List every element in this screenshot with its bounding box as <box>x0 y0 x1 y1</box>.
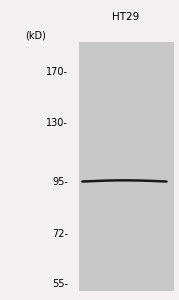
Bar <box>79 42 174 291</box>
Text: (kD): (kD) <box>25 30 46 40</box>
Text: 55-: 55- <box>52 279 68 289</box>
Text: HT29: HT29 <box>112 12 139 22</box>
Text: 95-: 95- <box>52 176 68 187</box>
Text: 130-: 130- <box>46 118 68 128</box>
Text: 170-: 170- <box>46 68 68 77</box>
Text: 72-: 72- <box>52 229 68 238</box>
